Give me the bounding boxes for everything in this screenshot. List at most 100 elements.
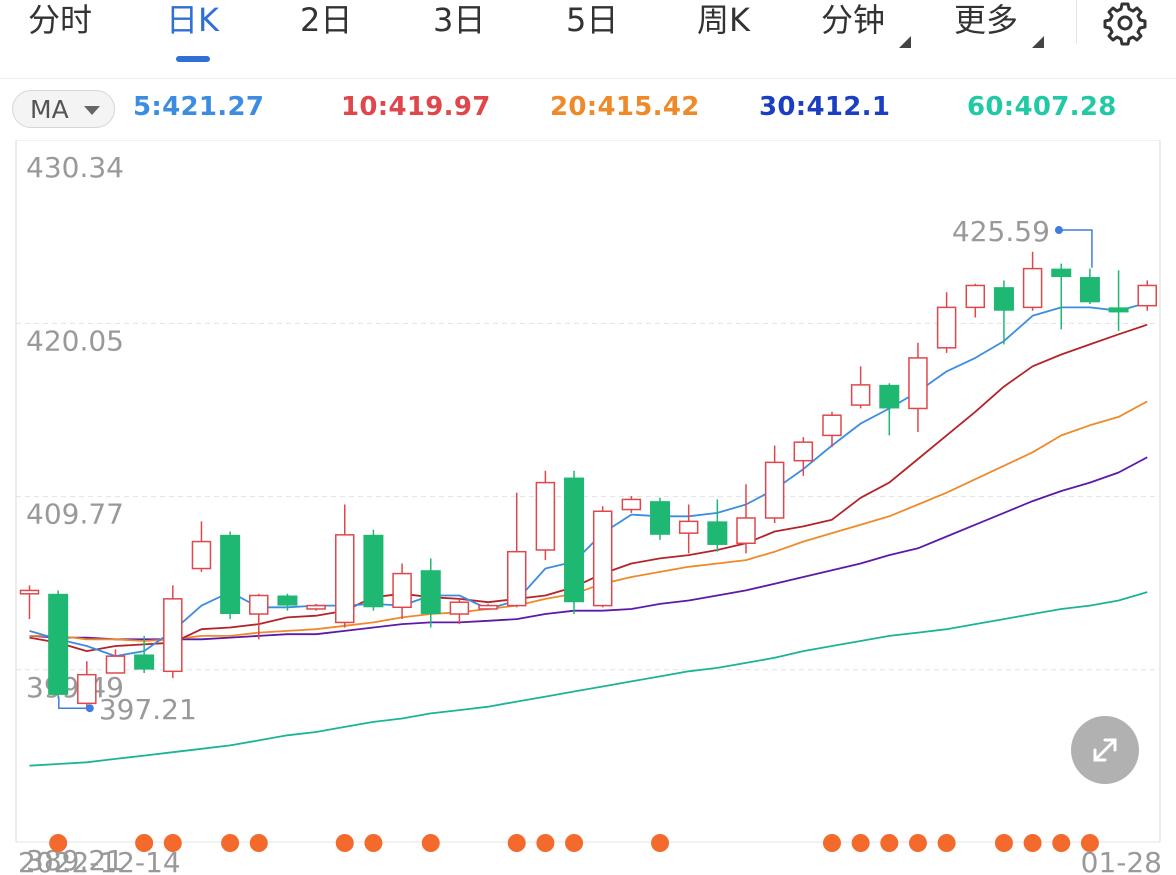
annotation-label: 397.21 bbox=[99, 693, 197, 726]
candle-body bbox=[77, 673, 97, 705]
candle bbox=[1022, 251, 1043, 311]
event-marker-dot bbox=[507, 834, 526, 852]
event-marker-dot bbox=[908, 834, 927, 852]
tab-label: 更多 bbox=[954, 1, 1019, 39]
candle-body bbox=[965, 284, 986, 309]
event-marker-dot bbox=[937, 834, 956, 852]
ma60-value: 60:407.28 bbox=[967, 92, 1117, 122]
dropdown-corner-icon bbox=[1032, 36, 1044, 48]
tab-label: 分钟 bbox=[821, 1, 886, 39]
event-marker-dot bbox=[822, 834, 841, 852]
candle-body bbox=[793, 441, 814, 462]
candle-body bbox=[993, 287, 1014, 311]
tab-3-day[interactable]: 3日 bbox=[433, 0, 485, 42]
candle bbox=[678, 504, 699, 554]
candle bbox=[134, 635, 155, 673]
candle-body bbox=[249, 594, 269, 615]
expand-button[interactable] bbox=[1071, 716, 1139, 784]
candle bbox=[449, 598, 470, 625]
tab-5-day[interactable]: 5日 bbox=[566, 0, 618, 42]
ma-line-10 bbox=[29, 323, 1148, 652]
candle-body bbox=[449, 601, 470, 615]
y-tick-label: 399.49 bbox=[26, 671, 124, 704]
kline-chart[interactable]: 430.34 420.05 409.77 399.49 389.21 425.59 397.… bbox=[0, 140, 1176, 875]
candle-body bbox=[678, 520, 699, 534]
candle bbox=[506, 492, 527, 608]
candle bbox=[621, 496, 642, 513]
event-marker-dot bbox=[1052, 834, 1071, 852]
event-marker-dot bbox=[364, 834, 383, 852]
candle-body bbox=[478, 604, 498, 610]
dropdown-corner-icon bbox=[899, 36, 911, 48]
y-tick-label: 420.05 bbox=[26, 324, 124, 357]
indicator-select-label: MA bbox=[30, 95, 69, 124]
tab-2-day[interactable]: 2日 bbox=[300, 0, 352, 42]
candle bbox=[48, 590, 69, 699]
tab-label: 3日 bbox=[433, 1, 486, 39]
candle bbox=[822, 411, 842, 448]
candle bbox=[220, 531, 241, 620]
tab-label: 周K bbox=[697, 1, 750, 39]
gear-icon[interactable] bbox=[1102, 0, 1148, 46]
active-tab-indicator bbox=[175, 56, 210, 62]
candle bbox=[363, 529, 384, 611]
candle bbox=[535, 470, 556, 561]
event-marker-dot bbox=[49, 834, 68, 852]
candle-body bbox=[191, 540, 212, 570]
event-marker-dot bbox=[880, 834, 899, 852]
candle-body bbox=[134, 654, 155, 670]
candle bbox=[936, 292, 957, 353]
x-start-label: 2022-12-14 bbox=[18, 846, 181, 875]
annotation-leader bbox=[1059, 229, 1093, 268]
candle-body bbox=[306, 604, 326, 610]
candle-body bbox=[564, 477, 585, 603]
extreme-annotation: 425.59 bbox=[952, 215, 1093, 268]
candle-body bbox=[1137, 284, 1157, 307]
candle bbox=[478, 603, 498, 610]
candle-body bbox=[48, 593, 69, 695]
ma-line-30 bbox=[29, 456, 1148, 641]
candle-body bbox=[277, 595, 298, 606]
annotation-dot bbox=[85, 704, 94, 713]
candle bbox=[1108, 270, 1129, 331]
candle bbox=[993, 280, 1014, 345]
candle bbox=[335, 504, 355, 628]
tab-more[interactable]: 更多 bbox=[954, 0, 1018, 42]
tab-label: 5日 bbox=[566, 1, 619, 39]
event-marker-dot bbox=[651, 834, 670, 852]
candle-body bbox=[592, 510, 613, 607]
candle-body bbox=[363, 534, 384, 608]
tab-minute[interactable]: 分钟 bbox=[821, 0, 885, 42]
annotation-leader bbox=[58, 696, 89, 709]
annotation-label: 425.59 bbox=[952, 215, 1050, 248]
candle bbox=[77, 661, 97, 709]
candle bbox=[736, 484, 756, 554]
tab-label: 日K bbox=[166, 1, 219, 39]
candle-body bbox=[535, 481, 556, 551]
ma-line-60 bbox=[29, 591, 1148, 767]
candle-body bbox=[19, 589, 40, 595]
tab-timeshare[interactable]: 分时 bbox=[28, 0, 92, 42]
event-marker-dot bbox=[335, 834, 354, 852]
event-marker-dot bbox=[1023, 834, 1042, 852]
tab-weekly-k[interactable]: 周K bbox=[697, 0, 750, 42]
candle-body bbox=[936, 306, 957, 349]
candle bbox=[105, 649, 126, 674]
candle-body bbox=[650, 501, 671, 535]
tab-label: 2日 bbox=[300, 1, 353, 39]
candle bbox=[1137, 280, 1157, 311]
annotation-dot bbox=[1054, 226, 1063, 235]
ma30-value: 30:412.1 bbox=[759, 92, 891, 122]
chevron-down-icon bbox=[84, 106, 100, 115]
candle-body bbox=[506, 550, 527, 607]
extreme-annotation: 397.21 bbox=[58, 693, 197, 726]
event-marker-dot bbox=[135, 834, 154, 852]
candle bbox=[249, 593, 269, 640]
candle bbox=[277, 593, 298, 611]
candle-body bbox=[220, 534, 241, 615]
indicator-select[interactable]: MA bbox=[12, 90, 115, 128]
tab-daily-k[interactable]: 日K bbox=[166, 0, 219, 62]
y-tick-label: 430.34 bbox=[26, 151, 124, 184]
candle bbox=[879, 383, 900, 436]
event-marker-dot bbox=[994, 834, 1013, 852]
